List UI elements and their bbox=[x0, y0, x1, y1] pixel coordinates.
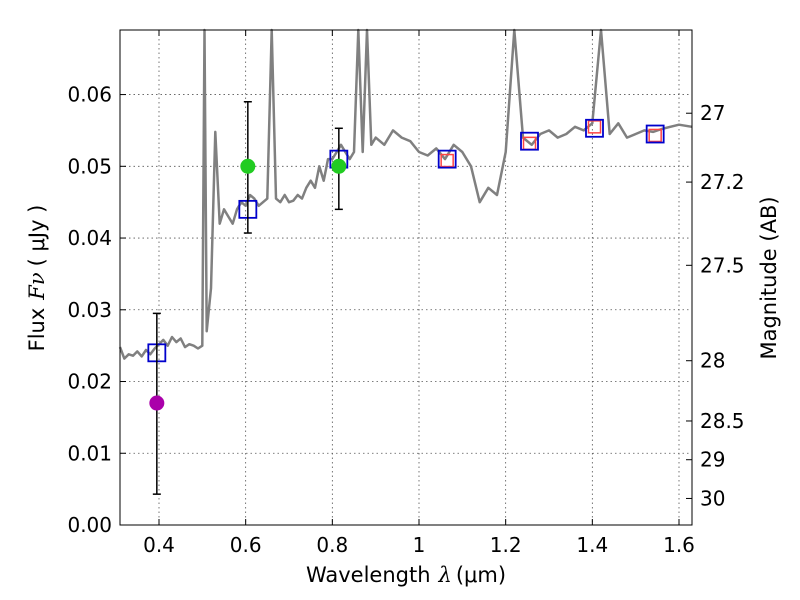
x-tick-label: 1.6 bbox=[663, 533, 695, 557]
alt-model-photometry-point bbox=[587, 120, 602, 134]
y2-tick-label: 29 bbox=[700, 448, 725, 472]
y-tick-label: 0.04 bbox=[67, 226, 112, 250]
y-tick-label: 0.03 bbox=[67, 298, 112, 322]
plot-frame bbox=[119, 29, 693, 526]
y2-axis-label: Magnitude (AB) bbox=[757, 196, 781, 359]
data-layer bbox=[118, 28, 693, 495]
y-axis-label: FluxFν( μJy ) bbox=[25, 205, 49, 352]
x-tick-label: 1.2 bbox=[490, 533, 522, 557]
x-tick-label: 1 bbox=[413, 533, 426, 557]
x-axis-label: Wavelength λ (μm) bbox=[306, 563, 506, 587]
y2-tick-label: 28.5 bbox=[700, 409, 745, 433]
tick-layer: 0.4 0.6 0.8 1 1.2 1.4 1.6 0.00 0.01 0.02 0.03 0.04 0… bbox=[67, 30, 745, 557]
model-photometry-point bbox=[645, 124, 665, 144]
y-tick-label: 0.01 bbox=[67, 441, 112, 465]
y-tick-label: 0.00 bbox=[67, 513, 112, 537]
model-photometry-point bbox=[520, 131, 539, 151]
x-tick-label: 0.8 bbox=[316, 533, 348, 557]
observed-point bbox=[331, 158, 347, 174]
x-tick-label: 1.4 bbox=[576, 533, 608, 557]
y-tick-label: 0.02 bbox=[67, 370, 112, 394]
y2-tick-label: 30 bbox=[700, 486, 725, 510]
y2-tick-label: 27.2 bbox=[700, 170, 745, 194]
x-tick-label: 0.4 bbox=[143, 533, 175, 557]
alt-model-photometry-point bbox=[648, 128, 662, 143]
sed-model-line bbox=[118, 28, 693, 360]
y2-tick-label: 27 bbox=[700, 101, 725, 125]
y-tick-label: 0.06 bbox=[67, 83, 112, 107]
x-tick-label: 0.6 bbox=[230, 533, 262, 557]
y-tick-label: 0.05 bbox=[67, 154, 112, 178]
alt-model-photometry-point bbox=[440, 153, 454, 168]
observed-point bbox=[149, 395, 165, 411]
y2-tick-label: 28 bbox=[700, 349, 725, 373]
y2-tick-label: 27.5 bbox=[700, 253, 745, 277]
model-photometry-point bbox=[437, 149, 457, 169]
model-photometry-point bbox=[585, 118, 604, 138]
observed-point bbox=[240, 158, 256, 174]
